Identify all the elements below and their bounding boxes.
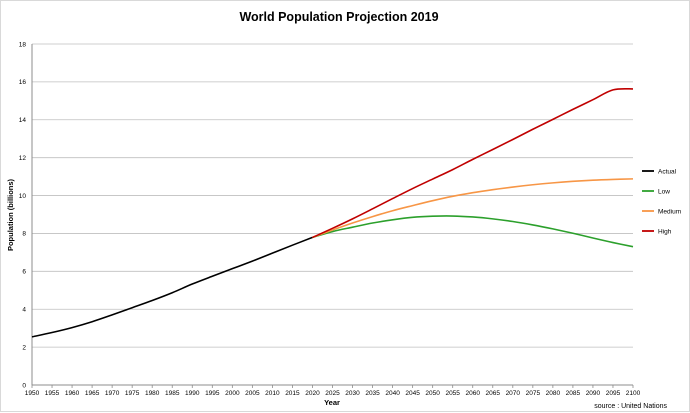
x-tick-label: 1990	[185, 390, 200, 397]
x-tick-label: 2060	[465, 390, 480, 397]
y-tick-label: 10	[19, 193, 27, 200]
x-tick-label: 2080	[546, 390, 561, 397]
axes: 0 2 4 6 8 10 12 14 16 18 1950 1955 1960 1965 1970 1975 1…	[19, 41, 641, 397]
x-tick-label: 1950	[25, 390, 40, 397]
x-tick-label: 1995	[205, 390, 220, 397]
x-tick-label: 2005	[245, 390, 260, 397]
x-tick-label: 2075	[526, 390, 541, 397]
x-axis-label: Year	[324, 398, 340, 407]
y-tick-label: 12	[19, 155, 27, 162]
legend-label-high: High	[658, 228, 672, 235]
x-tick-label: 2015	[285, 390, 300, 397]
legend: Actual Low Medium High	[642, 168, 681, 235]
x-tick-label: 1960	[65, 390, 80, 397]
x-tick-label: 2020	[305, 390, 320, 397]
y-tick-label: 14	[19, 117, 27, 124]
series-line-high	[312, 87, 634, 239]
x-tick-label: 1980	[145, 390, 160, 397]
x-tick-label: 2030	[345, 390, 360, 397]
y-tick-label: 18	[19, 41, 27, 48]
x-tick-label: 2055	[445, 390, 460, 397]
series-line-actual	[31, 236, 313, 338]
y-tick-label: 4	[22, 307, 26, 314]
x-tick-label: 2095	[606, 390, 621, 397]
x-tick-label: 2100	[626, 390, 641, 397]
x-tick-label: 1955	[45, 390, 60, 397]
y-tick-label: 16	[19, 79, 27, 86]
x-tick-label: 1970	[105, 390, 120, 397]
x-tick-label: 1975	[125, 390, 140, 397]
x-tick-label: 2070	[506, 390, 521, 397]
legend-label-low: Low	[658, 188, 670, 195]
x-tick-label: 1985	[165, 390, 180, 397]
legend-label-actual: Actual	[658, 168, 677, 175]
x-tick-label: 2050	[425, 390, 440, 397]
y-tick-label: 6	[22, 269, 26, 276]
y-tick-label: 0	[22, 382, 26, 389]
x-tick-label: 2085	[566, 390, 581, 397]
x-tick-label: 2035	[365, 390, 380, 397]
series-lines	[31, 87, 634, 338]
gridlines	[32, 43, 633, 386]
x-tick-label: 2040	[385, 390, 400, 397]
y-axis-label: Population (billions)	[6, 178, 15, 251]
y-tick-label: 8	[22, 231, 26, 238]
x-tick-label: 1965	[85, 390, 100, 397]
x-tick-label: 2065	[486, 390, 501, 397]
x-tick-label: 2090	[586, 390, 601, 397]
y-tick-label: 2	[22, 344, 26, 351]
x-tick-label: 2010	[265, 390, 280, 397]
chart-title: World Population Projection 2019	[239, 10, 438, 24]
series-line-low	[312, 215, 634, 248]
x-tick-label: 2045	[405, 390, 420, 397]
series-line-medium	[312, 178, 634, 239]
source-note: source : United Nations	[594, 403, 667, 410]
x-tick-label: 2000	[225, 390, 240, 397]
legend-label-medium: Medium	[658, 208, 681, 215]
x-tick-label: 2025	[325, 390, 340, 397]
